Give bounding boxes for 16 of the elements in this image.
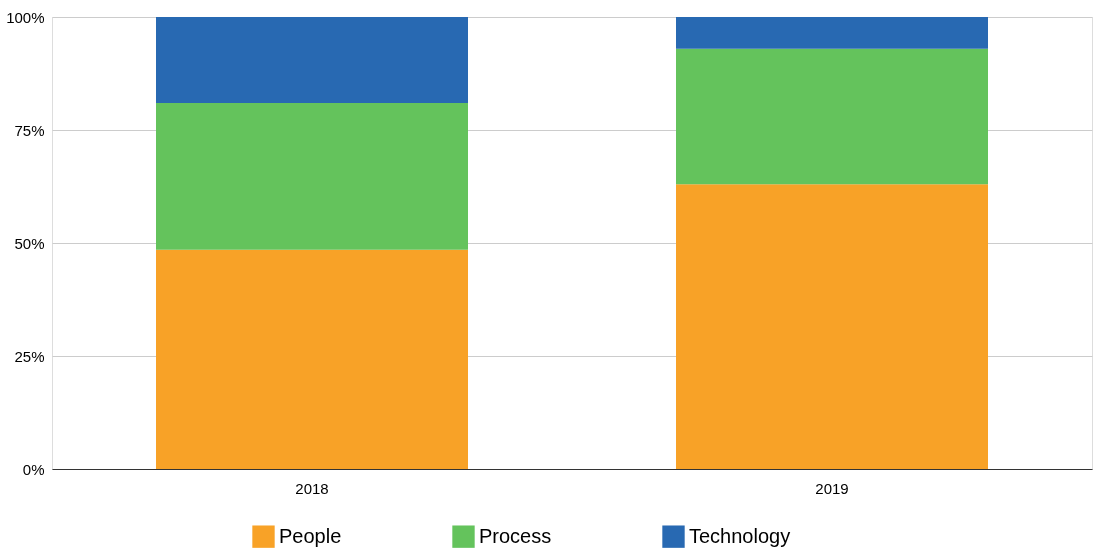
y-tick-label: 100%	[6, 8, 45, 26]
bar	[156, 249, 468, 469]
legend-label: Process	[479, 524, 552, 547]
bar	[156, 102, 468, 250]
bar	[676, 184, 988, 469]
bar	[156, 17, 468, 103]
y-tick-label: 50%	[14, 234, 45, 252]
x-tick-label: 2018	[295, 479, 329, 497]
y-tick-label: 0%	[22, 460, 45, 478]
legend-label: People	[279, 524, 342, 547]
y-tick-label: 25%	[14, 347, 45, 365]
bar	[676, 48, 988, 185]
x-tick-label: 2019	[815, 479, 849, 497]
bar	[676, 17, 988, 49]
y-tick-label: 75%	[14, 121, 45, 139]
legend-label: Technology	[689, 524, 791, 547]
